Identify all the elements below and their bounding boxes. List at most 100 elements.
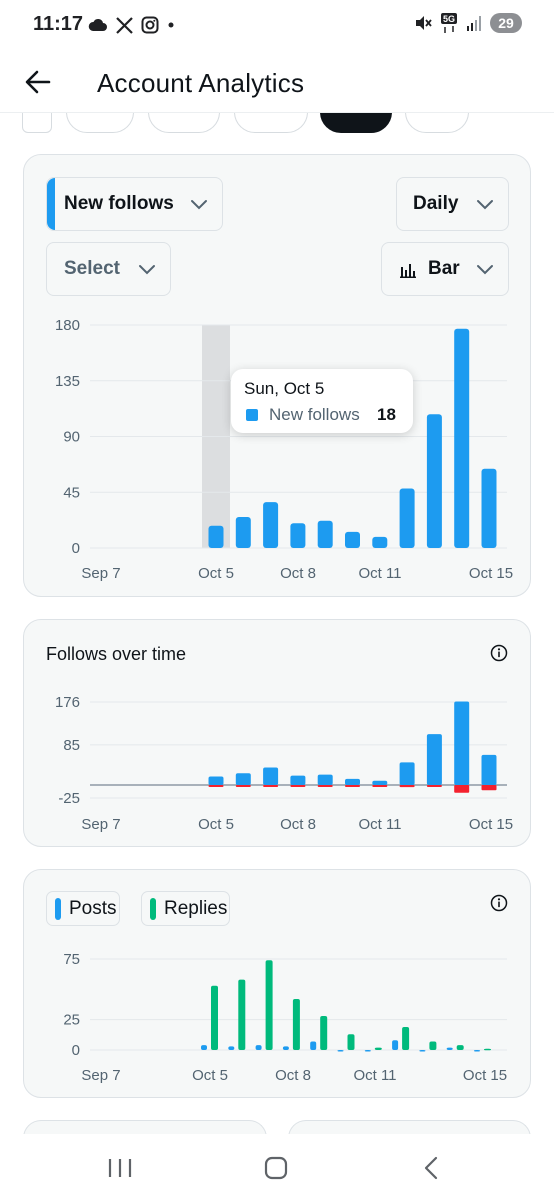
posts-replies-card: Posts Replies 0 25 75 Sep 7 Oct 5 Oct 8 Oct 11… <box>23 869 531 1098</box>
x-tick-label: Oct 8 <box>280 816 316 833</box>
bar-posts <box>310 1041 317 1050</box>
filter-pill[interactable] <box>22 113 52 133</box>
x-tick-label: Oct 15 <box>469 816 513 833</box>
chevron-down-icon <box>477 265 493 275</box>
x-tick-label: Oct 15 <box>463 1067 507 1084</box>
dot-icon <box>168 22 174 28</box>
bar-replies <box>347 1034 355 1050</box>
home-icon[interactable] <box>256 1154 296 1182</box>
bar-replies <box>211 985 218 1050</box>
x-tick-label: Oct 11 <box>358 565 401 582</box>
interval-dropdown-label: Daily <box>413 193 459 214</box>
bar-unfollows <box>290 785 306 787</box>
y-tick-label: 135 <box>55 373 80 390</box>
bar-posts <box>228 1046 235 1050</box>
compare-dropdown-label: Select <box>64 258 120 279</box>
x-logo-icon <box>116 16 133 34</box>
chevron-down-icon <box>139 265 155 275</box>
y-tick-label: -25 <box>58 790 80 807</box>
new-follows-card: New follows Daily Select Bar 0 45 90 135 180… <box>23 154 531 597</box>
y-tick-label: 176 <box>55 694 80 711</box>
x-tick-label: Oct 11 <box>353 1067 396 1084</box>
bar-follows <box>235 773 251 785</box>
x-tick-label: Sep 7 <box>81 1067 120 1084</box>
bar-replies <box>292 999 300 1050</box>
bar-new-follows <box>290 523 306 548</box>
tooltip-date: Sun, Oct 5 <box>244 379 325 398</box>
bar-replies <box>402 1026 410 1050</box>
bar-replies <box>456 1045 464 1050</box>
bar-unfollows <box>399 785 415 788</box>
filter-pill[interactable] <box>148 113 220 133</box>
app-header: Account Analytics <box>0 50 554 112</box>
bar-unfollows <box>454 785 470 793</box>
info-icon[interactable] <box>490 644 508 662</box>
x-tick-label: Sep 7 <box>81 565 120 582</box>
y-tick-label: 85 <box>63 737 80 754</box>
card-title: Follows over time <box>46 644 187 664</box>
filter-pill-row <box>0 112 554 134</box>
bar-new-follows <box>426 414 442 548</box>
metric-dropdown-label: New follows <box>64 193 174 214</box>
5g-icon: 5G <box>441 13 457 33</box>
x-tick-label: Sep 7 <box>81 816 120 833</box>
bar-new-follows <box>263 502 279 548</box>
bar-replies <box>320 1016 328 1050</box>
bar-new-follows <box>345 531 360 548</box>
bar-posts <box>337 1050 344 1052</box>
bar-replies <box>429 1041 437 1050</box>
y-tick-label: 45 <box>63 484 80 501</box>
bar-follows <box>454 701 470 785</box>
posts-legend-chip[interactable]: Posts <box>46 891 120 926</box>
metric-dropdown[interactable]: New follows <box>46 177 223 231</box>
bar-new-follows <box>317 520 333 548</box>
bar-new-follows <box>372 536 388 548</box>
filter-pill[interactable] <box>66 113 134 133</box>
bar-replies <box>374 1047 382 1050</box>
bar-follows <box>399 762 415 785</box>
filter-pill-active[interactable] <box>320 113 392 133</box>
info-icon[interactable] <box>490 894 508 912</box>
bar-follows <box>290 775 306 785</box>
new-follows-chart[interactable]: 0 45 90 135 180 Sep 7 Oct 5 Oct 8 Oct 11 Oct 15 <box>24 155 532 598</box>
x-tick-label: Oct 8 <box>280 565 316 582</box>
bar-posts <box>392 1040 399 1050</box>
bar-new-follows <box>235 517 251 548</box>
bar-new-follows <box>454 328 470 548</box>
bar-follows <box>263 767 279 785</box>
filter-pill[interactable] <box>405 113 469 133</box>
cloud-icon <box>88 18 107 31</box>
chart-type-dropdown[interactable]: Bar <box>381 242 509 296</box>
x-tick-label: Oct 15 <box>469 565 513 582</box>
x-tick-label: Oct 5 <box>192 1067 228 1084</box>
bar-posts <box>201 1045 207 1050</box>
signal-icon <box>467 16 481 31</box>
bar-follows <box>208 776 224 785</box>
replies-swatch <box>150 897 156 920</box>
interval-dropdown[interactable]: Daily <box>396 177 509 231</box>
filter-pill[interactable] <box>234 113 308 133</box>
x-tick-label: Oct 5 <box>198 565 234 582</box>
bar-unfollows <box>345 785 360 787</box>
chart-type-dropdown-label: Bar <box>428 258 460 279</box>
tooltip-label: New follows <box>269 405 360 424</box>
tooltip-swatch <box>246 409 258 421</box>
status-icons-right: 5G 29 <box>414 12 522 34</box>
chevron-down-icon <box>477 200 493 210</box>
tooltip-value: 18 <box>377 405 396 424</box>
chart-tooltip: Sun, Oct 5 New follows 18 <box>231 369 413 433</box>
posts-replies-chart[interactable]: 0 25 75 Sep 7 Oct 5 Oct 8 Oct 11 Oct 15 <box>24 870 532 1099</box>
bar-follows <box>481 754 497 785</box>
follows-over-time-chart[interactable]: -25 85 176 Sep 7 Oct 5 Oct 8 Oct 11 Oct 15 <box>24 620 532 848</box>
compare-dropdown[interactable]: Select <box>46 242 171 296</box>
replies-legend-chip[interactable]: Replies <box>141 891 230 926</box>
status-bar: 11:17 5G 29 <box>0 0 554 50</box>
bar-follows <box>426 734 442 785</box>
recent-apps-icon[interactable] <box>100 1154 140 1182</box>
status-icons-left <box>88 14 175 36</box>
bar-unfollows <box>372 785 388 787</box>
back-arrow-icon[interactable] <box>24 68 52 96</box>
status-time: 11:17 <box>33 13 84 35</box>
y-tick-label: 90 <box>63 429 80 446</box>
back-nav-icon[interactable] <box>412 1154 452 1182</box>
